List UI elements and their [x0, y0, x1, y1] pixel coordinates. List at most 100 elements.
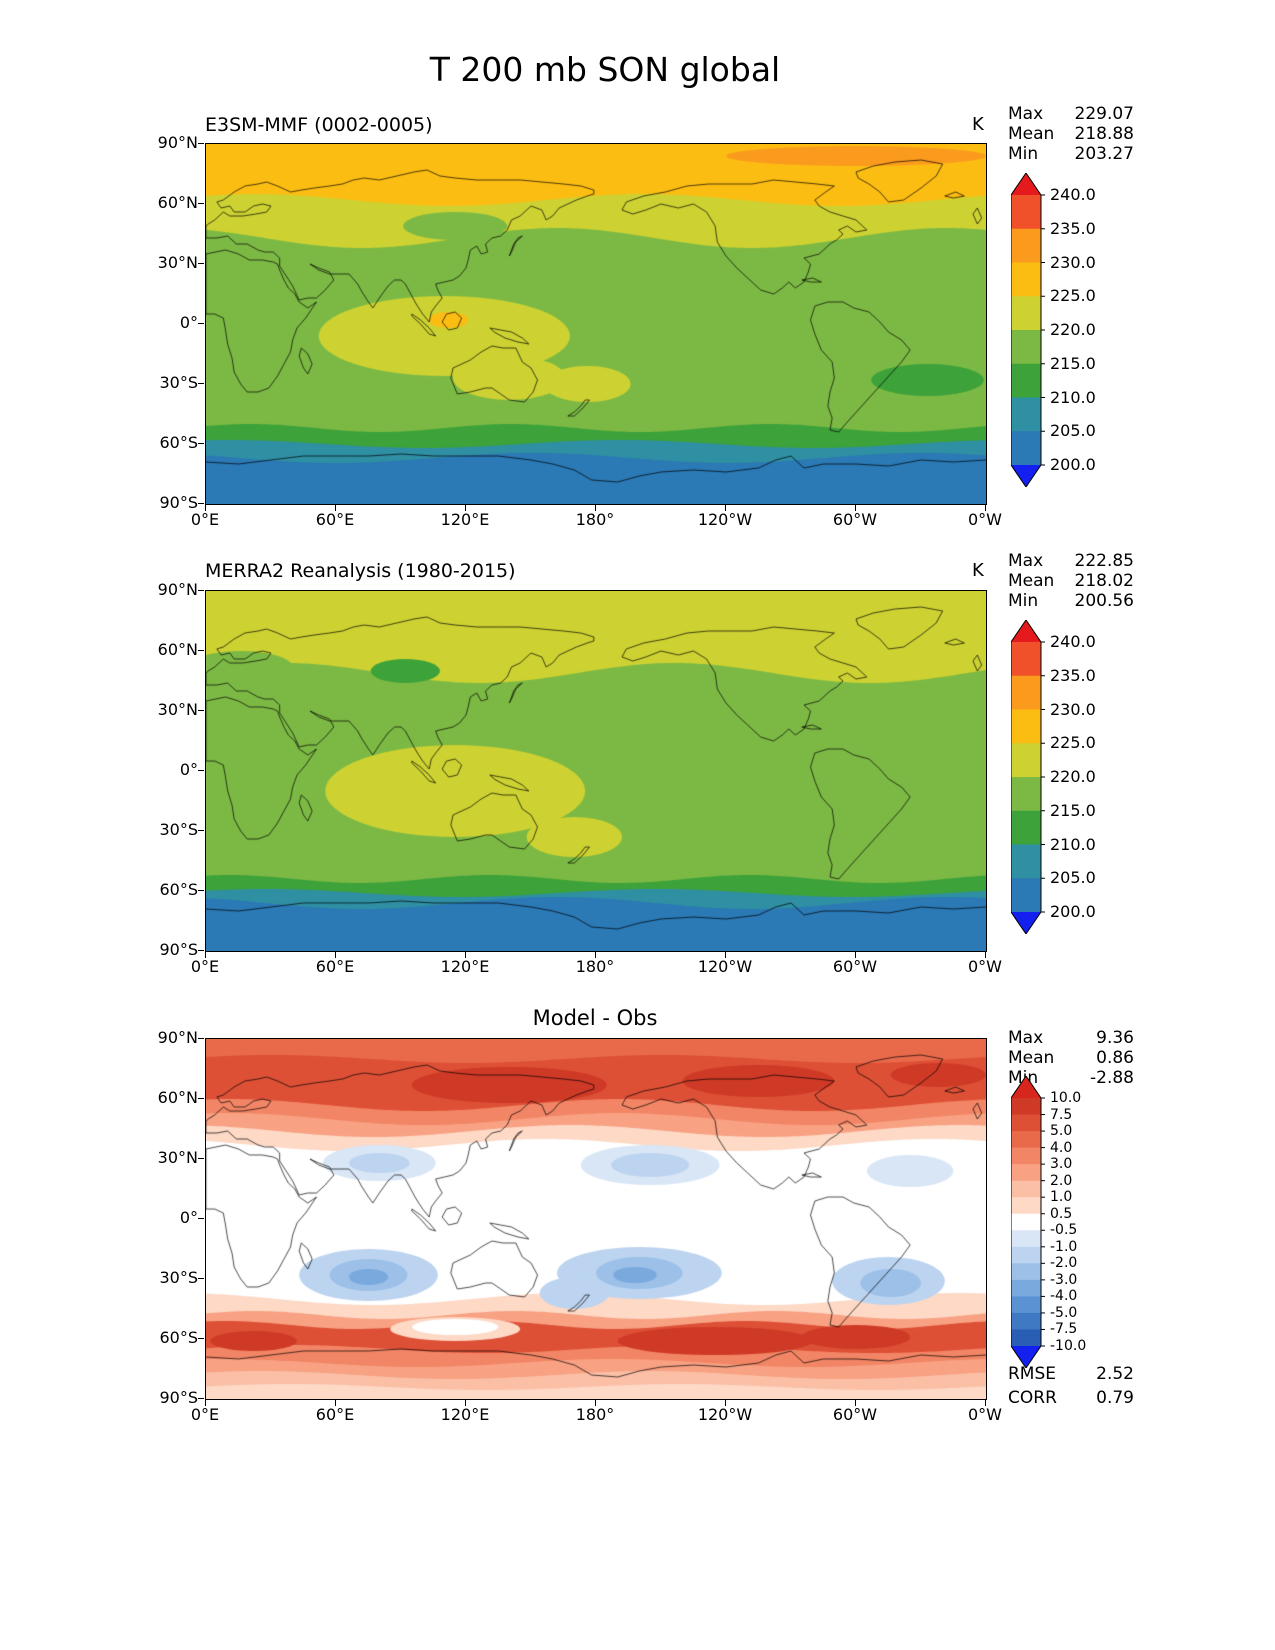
lon-tick-label: 180°: [575, 957, 615, 976]
lon-tick-label: 180°: [575, 510, 615, 529]
axis-tick: [198, 383, 204, 384]
colorbar-tick-label: 0.5: [1050, 1205, 1073, 1222]
axis-tick: [335, 952, 336, 958]
colorbar-tick-label: 200.0: [1050, 455, 1096, 474]
lat-tick-label: 60°N: [157, 193, 198, 212]
axis-tick: [198, 1218, 204, 1219]
axis-tick: [985, 505, 986, 511]
axis-tick: [198, 770, 204, 771]
colorbar-tick-label: -3.0: [1050, 1271, 1078, 1288]
lon-tick-label: 0°E: [190, 510, 220, 529]
stat-value: -2.88: [1090, 1068, 1134, 1088]
colorbar-tick-label: -2.0: [1050, 1255, 1078, 1272]
stat-value: 0.86: [1096, 1048, 1134, 1068]
skill-stats-block: RMSE 2.52 CORR 0.79: [1008, 1362, 1134, 1410]
axis-tick: [198, 830, 204, 831]
lat-tick-label: 30°S: [159, 1268, 198, 1287]
colorbar-tick-label: -7.5: [1050, 1321, 1078, 1338]
colorbar-tick-label: 4.0: [1050, 1139, 1073, 1156]
lon-tick-label: 120°W: [697, 510, 753, 529]
colorbar-tick-label: 7.5: [1050, 1106, 1073, 1123]
lat-tick-label: 90°S: [159, 940, 198, 959]
lon-tick-label: 60°E: [315, 510, 355, 529]
stat-value: 200.56: [1074, 591, 1134, 611]
lat-tick-label: 30°S: [159, 373, 198, 392]
lat-tick-label: 60°N: [157, 640, 198, 659]
axis-tick: [855, 1400, 856, 1406]
axis-tick: [205, 505, 206, 511]
colorbar-tick-label: -5.0: [1050, 1304, 1078, 1321]
stat-row: Max 9.36: [1008, 1028, 1134, 1048]
lat-tick-label: 0°: [179, 760, 198, 779]
axis-tick: [198, 890, 204, 891]
axis-tick: [725, 952, 726, 958]
lat-tick-label: 60°N: [157, 1088, 198, 1107]
axis-tick: [205, 1400, 206, 1406]
axis-tick: [465, 952, 466, 958]
stat-row: Max 229.07: [1008, 104, 1134, 124]
stat-label: Mean: [1008, 1048, 1055, 1068]
colorbar-tick-label: -4.0: [1050, 1288, 1078, 1305]
stat-row: Max 222.85: [1008, 551, 1134, 571]
stat-value: 218.88: [1074, 124, 1134, 144]
panel-title: E3SM-MMF (0002-0005): [205, 114, 433, 136]
axis-tick: [205, 952, 206, 958]
stat-row: Mean 218.02: [1008, 571, 1134, 591]
lon-tick-label: 120°E: [440, 1405, 490, 1424]
colorbar-tick-label: 220.0: [1050, 767, 1096, 786]
colorbar-tick-label: 225.0: [1050, 733, 1096, 753]
lon-tick-label: 120°E: [440, 510, 490, 529]
lat-tick-label: 0°: [179, 1208, 198, 1227]
lat-tick-label: 60°S: [159, 880, 198, 899]
axis-tick: [725, 1400, 726, 1406]
axis-tick: [198, 1398, 204, 1399]
axis-tick: [465, 1400, 466, 1406]
axis-tick: [595, 1400, 596, 1406]
lon-tick-label: 60°W: [832, 957, 878, 976]
stat-row: Mean 218.88: [1008, 124, 1134, 144]
axis-tick: [335, 1400, 336, 1406]
colorbar-tick-label: 210.0: [1050, 834, 1096, 854]
colorbar-tick-label: 235.0: [1050, 665, 1096, 685]
axis-tick: [198, 1038, 204, 1039]
lon-tick-label: 0°W: [968, 957, 1002, 976]
stat-label: Mean: [1008, 124, 1055, 144]
colorbar-tick-label: -10.0: [1050, 1338, 1087, 1354]
lat-tick-label: 30°N: [157, 1148, 198, 1167]
stat-label: Mean: [1008, 571, 1055, 591]
map-canvas: [205, 143, 987, 505]
stat-value: 203.27: [1074, 144, 1134, 164]
colorbar-tick-label: 240.0: [1050, 632, 1096, 651]
axis-tick: [465, 505, 466, 511]
axis-tick: [198, 1098, 204, 1099]
unit-label: K: [972, 560, 984, 581]
lat-tick-label: 60°S: [159, 1328, 198, 1347]
colorbar-tick-label: -0.5: [1050, 1222, 1078, 1239]
axis-tick: [198, 1338, 204, 1339]
axis-tick: [855, 505, 856, 511]
colorbar-tick-label: 205.0: [1050, 421, 1096, 441]
colorbar: [1010, 1075, 1047, 1372]
lat-tick-label: 90°N: [157, 1028, 198, 1047]
axis-tick: [198, 323, 204, 324]
colorbar-tick-label: 205.0: [1050, 868, 1096, 888]
lat-tick-label: 30°S: [159, 820, 198, 839]
axis-tick: [198, 143, 204, 144]
lon-tick-label: 0°E: [190, 957, 220, 976]
lat-tick-label: 90°S: [159, 493, 198, 512]
lon-tick-label: 0°E: [190, 1405, 220, 1424]
colorbar-tick-label: 235.0: [1050, 218, 1096, 238]
axis-tick: [595, 952, 596, 958]
colorbar: [1010, 619, 1047, 938]
axis-tick: [335, 505, 336, 511]
axis-tick: [198, 590, 204, 591]
axis-tick: [198, 950, 204, 951]
stat-row: Min 200.56: [1008, 591, 1134, 611]
colorbar-tick-label: 225.0: [1050, 286, 1096, 306]
colorbar-tick-label: 230.0: [1050, 699, 1096, 719]
lat-tick-label: 90°N: [157, 580, 198, 599]
colorbar-tick-label: 5.0: [1050, 1123, 1073, 1140]
stat-value: 218.02: [1074, 571, 1134, 591]
axis-tick: [198, 443, 204, 444]
